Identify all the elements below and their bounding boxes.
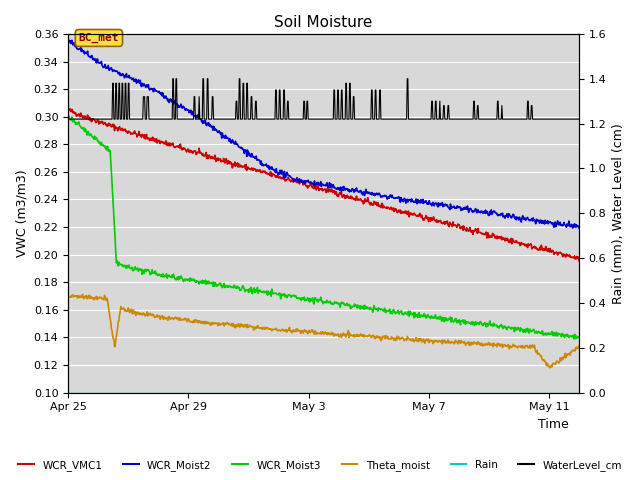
Y-axis label: VWC (m3/m3): VWC (m3/m3) — [15, 169, 28, 257]
X-axis label: Time: Time — [538, 418, 569, 431]
Title: Soil Moisture: Soil Moisture — [275, 15, 372, 30]
Legend: WCR_VMC1, WCR_Moist2, WCR_Moist3, Theta_moist, Rain, WaterLevel_cm: WCR_VMC1, WCR_Moist2, WCR_Moist3, Theta_… — [14, 456, 626, 475]
Text: BC_met: BC_met — [79, 33, 119, 43]
Y-axis label: Rain (mm), Water Level (cm): Rain (mm), Water Level (cm) — [612, 123, 625, 304]
